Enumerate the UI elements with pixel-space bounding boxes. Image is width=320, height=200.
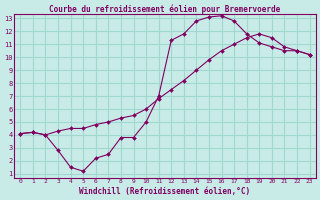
Title: Courbe du refroidissement éolien pour Bremervoerde: Courbe du refroidissement éolien pour Br… xyxy=(49,4,281,14)
X-axis label: Windchill (Refroidissement éolien,°C): Windchill (Refroidissement éolien,°C) xyxy=(79,187,251,196)
